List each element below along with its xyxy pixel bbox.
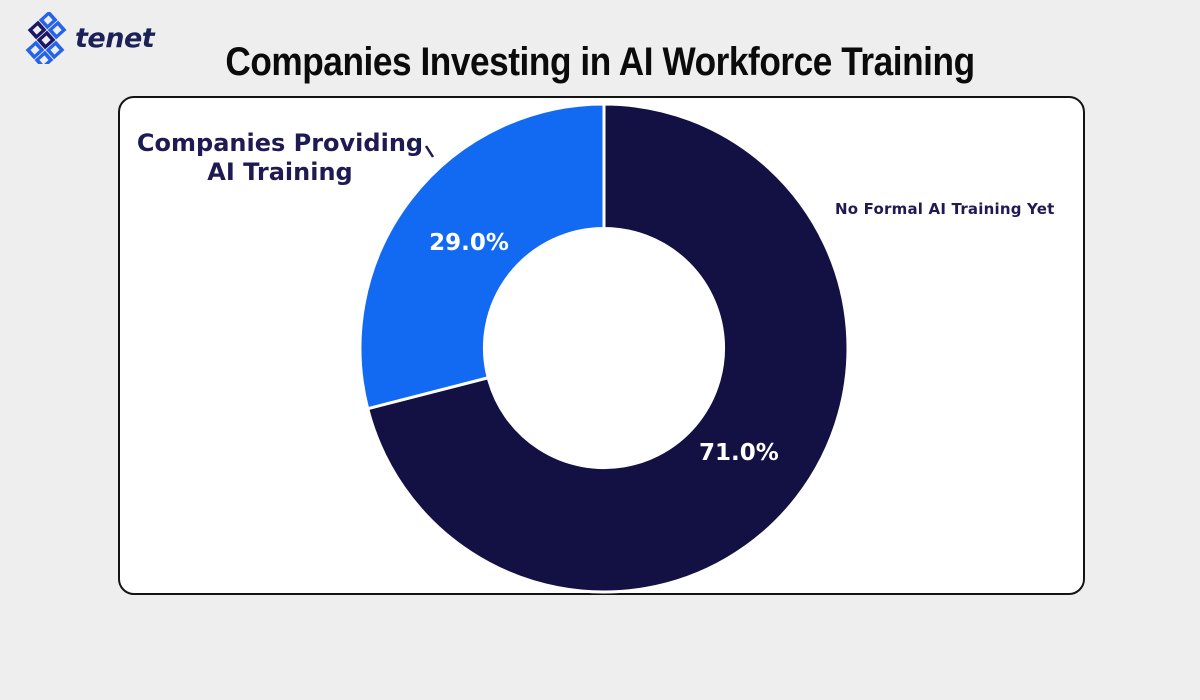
wedge-value-label-blue: 29.0% [429, 230, 509, 257]
donut-wedges [358, 102, 850, 594]
wedge-value-label-navy: 71.0% [699, 439, 779, 466]
donut-wedge-1 [358, 102, 606, 411]
page-title: Companies Investing in AI Workforce Trai… [225, 40, 975, 84]
category-label-providing: Companies Providing AI Training [136, 129, 424, 187]
label-leader-tick [424, 145, 435, 158]
tenet-hash-icon [25, 12, 67, 64]
brand-name: tenet [75, 22, 155, 54]
brand-logo: tenet [24, 12, 155, 64]
category-label-no-training: No Formal AI Training Yet [835, 200, 1055, 218]
donut-wedge-0 [366, 102, 850, 594]
